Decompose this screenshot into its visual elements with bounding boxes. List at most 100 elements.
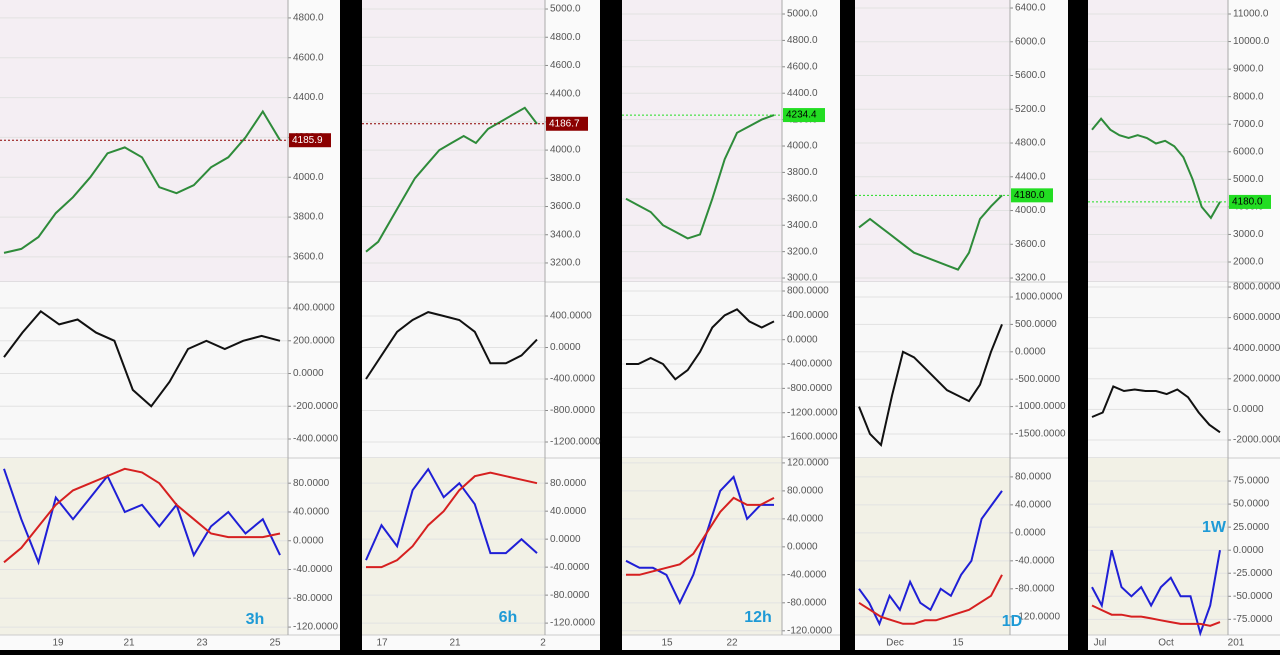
series-line	[365, 106, 538, 253]
y-tick-label: 3600.0	[293, 252, 324, 263]
series-line	[3, 309, 281, 408]
y-tick-label: 10000.0	[1233, 36, 1270, 47]
timeframe-label: 3h	[246, 611, 265, 628]
y-tick-label: -1600.0000	[787, 432, 838, 443]
y-tick-label: 3800.0	[550, 173, 581, 184]
x-tick-label: Oct	[1158, 638, 1174, 649]
y-tick-label: 0.0000	[550, 342, 581, 353]
y-tick-label: 6000.0	[1015, 36, 1046, 47]
pane-background	[0, 282, 288, 458]
x-tick-label: 21	[123, 638, 135, 649]
series-line	[1091, 117, 1221, 220]
timeframe-label: 12h	[744, 609, 772, 626]
x-tick-label: 21	[449, 638, 461, 649]
y-tick-label: -400.0000	[293, 434, 338, 445]
y-tick-label: 3600.0	[550, 201, 581, 212]
y-tick-label: 4600.0	[293, 52, 324, 63]
y-tick-label: 4400.0	[787, 88, 818, 99]
y-tick-label: 7000.0	[1233, 119, 1264, 130]
series-line	[1091, 604, 1221, 627]
pane-background	[855, 458, 1010, 635]
pane-background	[1088, 282, 1228, 458]
y-tick-label: -120.0000	[550, 618, 595, 629]
x-tick-label: Jul	[1094, 638, 1107, 649]
pane-background	[1088, 0, 1228, 282]
y-tick-label: 6000.0000	[1233, 312, 1280, 323]
y-tick-label: -120.0000	[1015, 611, 1060, 622]
y-tick-label: 2000.0	[1233, 257, 1264, 268]
y-tick-label: 120.0000	[787, 458, 829, 469]
series-line	[858, 324, 1003, 447]
x-tick-label: 17	[376, 638, 388, 649]
y-tick-label: 5600.0	[1015, 70, 1046, 81]
pane-background	[362, 282, 545, 458]
y-tick-label: 3600.0	[787, 193, 818, 204]
y-tick-label: 80.0000	[293, 478, 330, 489]
series-line	[365, 311, 538, 380]
pane-background	[0, 458, 288, 635]
y-tick-label: 400.0000	[293, 303, 335, 314]
series-line	[858, 194, 1003, 271]
y-tick-label: 400.0000	[550, 311, 592, 322]
y-tick-label: -80.0000	[787, 597, 827, 608]
y-tick-label: 1000.0000	[1015, 292, 1063, 303]
y-tick-label: 0.0000	[787, 334, 818, 345]
y-tick-label: 3000.0	[1233, 229, 1264, 240]
y-tick-label: -120.0000	[293, 622, 338, 633]
last-price-label: 4180.0	[1232, 197, 1263, 208]
y-tick-label: 4400.0	[550, 88, 581, 99]
y-tick-label: 4000.0	[550, 145, 581, 156]
y-tick-label: 500.0000	[1015, 319, 1057, 330]
y-tick-label: 3600.0	[1015, 239, 1046, 250]
y-tick-label: 6000.0	[1233, 146, 1264, 157]
series-line	[365, 467, 538, 561]
y-tick-label: 4800.0	[787, 35, 818, 46]
y-tick-label: 25.0000	[1233, 522, 1270, 533]
y-tick-label: 50.0000	[1233, 499, 1270, 510]
y-tick-label: 4800.0	[1015, 138, 1046, 149]
y-tick-label: 3200.0	[1015, 273, 1046, 284]
y-tick-label: 40.0000	[1015, 500, 1052, 511]
pane-background	[0, 0, 288, 282]
y-tick-label: 4400.0	[1015, 171, 1046, 182]
y-tick-label: 3000.0	[787, 273, 818, 284]
y-tick-label: -1200.0000	[787, 407, 838, 418]
y-tick-label: 3200.0	[787, 246, 818, 257]
series-line	[1091, 385, 1221, 434]
y-tick-label: 3400.0	[550, 229, 581, 240]
y-tick-label: 5000.0	[787, 9, 818, 20]
last-price-label: 4234.4	[786, 110, 817, 121]
last-price-tag	[1229, 194, 1271, 209]
last-price-tag	[1011, 188, 1053, 203]
y-tick-label: 9000.0	[1233, 64, 1264, 75]
series-line	[858, 490, 1003, 627]
x-tick-label: 19	[52, 638, 64, 649]
pane-background	[855, 282, 1010, 458]
last-price-label: 4186.7	[549, 118, 580, 129]
y-tick-label: 4600.0	[550, 60, 581, 71]
pane-background	[622, 282, 782, 458]
y-tick-label: 0.0000	[787, 541, 818, 552]
y-tick-label: 8000.0000	[1233, 282, 1280, 293]
y-tick-label: 4000.0	[293, 172, 324, 183]
y-tick-label: -800.0000	[550, 405, 595, 416]
y-tick-label: 8000.0	[1233, 91, 1264, 102]
y-tick-label: -25.0000	[1233, 568, 1273, 579]
pane-background	[1088, 458, 1228, 635]
x-tick-label: 201	[1228, 638, 1245, 649]
x-tick-label: 2	[540, 638, 546, 649]
pane-background	[362, 458, 545, 635]
y-tick-label: -200.0000	[293, 401, 338, 412]
y-tick-label: 4800.0	[550, 32, 581, 43]
y-tick-label: 80.0000	[1015, 472, 1052, 483]
y-tick-label: 3800.0	[787, 167, 818, 178]
last-price-label: 4180.0	[1014, 190, 1045, 201]
y-tick-label: -120.0000	[787, 625, 832, 636]
y-tick-label: -80.0000	[1015, 583, 1055, 594]
y-tick-label: 80.0000	[787, 486, 824, 497]
y-tick-label: 3800.0	[293, 212, 324, 223]
y-tick-label: 0.0000	[1015, 527, 1046, 538]
x-tick-label: 15	[952, 638, 964, 649]
x-tick-label: 25	[269, 638, 281, 649]
